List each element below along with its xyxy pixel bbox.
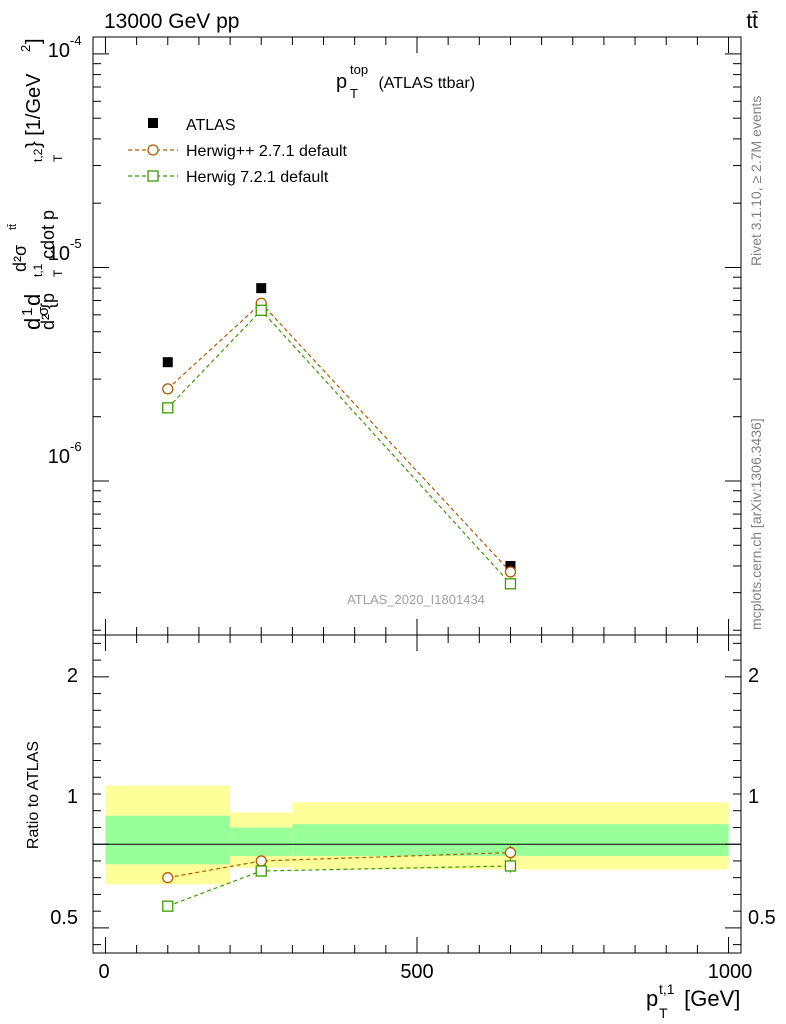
atlas-data-point <box>162 357 173 368</box>
y-tick-label-1e-5: 10 <box>48 243 70 265</box>
atlas-data-point <box>256 283 267 294</box>
herwigpp-ratio-point <box>504 846 517 859</box>
ratio-y-tick-1-right: 1 <box>748 786 759 808</box>
uncertainty-bands <box>93 785 741 885</box>
ylabel-den-sub1: T <box>51 269 65 277</box>
title-rest: (ATLAS ttbar) <box>374 75 475 92</box>
legend-label-herwig7: Herwig 7.2.1 default <box>186 169 329 186</box>
herwig7-point <box>162 402 174 414</box>
main-y-tick-labels: 10 -4 10 -5 10 -6 <box>48 33 82 468</box>
ylabel-den-mid: cdot p <box>38 210 58 264</box>
x-tick-labels: 0 500 1000 <box>98 961 752 983</box>
y-tick-label-1e-6: 10 <box>48 446 70 468</box>
ylabel-sigma: σ <box>35 306 52 316</box>
herwigpp-ratio-point <box>255 855 267 867</box>
analysis-watermark: ATLAS_2020_I1801434 <box>347 592 485 607</box>
ratio-y-tick-2-right: 2 <box>748 665 759 687</box>
header-process-label: 13000 GeV pp <box>104 10 239 33</box>
herwig7-point <box>255 304 267 316</box>
legend-label-herwigpp: Herwig++ 2.7.1 default <box>186 143 348 160</box>
title-p: p <box>336 71 347 93</box>
legend-marker-herwigpp <box>147 144 159 156</box>
legend-marker-atlas <box>148 118 158 128</box>
title-sup: top <box>350 62 368 77</box>
ylabel-num: d²σ <box>10 245 30 272</box>
legend: ATLAS Herwig++ 2.7.1 default Herwig 7.2.… <box>128 117 348 186</box>
ylabel-unit-sup: 2 <box>18 45 33 52</box>
data-series <box>162 283 517 912</box>
herwig7-point <box>504 578 517 590</box>
header-final-state-label: tt̄ <box>746 10 758 33</box>
ylabel-one: 1 <box>19 308 36 316</box>
ratio-y-tick-2-left: 2 <box>67 665 78 687</box>
ylabel-unit: } [1/GeV <box>23 73 45 148</box>
ylabel-den: d² {p <box>38 293 58 330</box>
ratio-y-tick-1-left: 1 <box>67 786 78 808</box>
title-sub: T <box>350 86 358 101</box>
main-y-axis-label: d 1 σ d d²σ tt̄ d² {p t,1 T cdot p t,2 T… <box>7 38 65 330</box>
ratio-y-tick-0.5-left: 0.5 <box>50 907 78 929</box>
x-axis-label: p t,1 T [GeV] <box>646 981 740 1021</box>
x-tick-label-500: 500 <box>400 961 433 983</box>
ylabel-d2: d <box>20 294 45 306</box>
ratio-y-tick-labels: 2 1 0.5 2 1 0.5 <box>50 665 776 929</box>
main-series-line-2 <box>167 309 511 585</box>
y-tick-exp-1e-6: -6 <box>70 439 82 454</box>
x-axis-label-sup: t,1 <box>659 981 675 997</box>
ylabel-num-sup: tt̄ <box>7 224 19 230</box>
band-inner-0 <box>105 815 231 865</box>
herwig7-ratio-point <box>162 900 174 912</box>
x-axis-label-unit: [GeV] <box>678 986 740 1011</box>
y-tick-label-1e-4: 10 <box>48 40 70 62</box>
ylabel-d1: d <box>20 318 45 330</box>
ylabel-den-sup2: t,2 <box>31 148 45 162</box>
mcplots-label: mcplots.cern.ch [arXiv:1306.3436] <box>748 418 764 630</box>
x-tick-label-0: 0 <box>98 961 109 983</box>
ratio-y-tick-0.5-right: 0.5 <box>748 907 776 929</box>
ylabel-den-sub2: T <box>51 154 65 162</box>
axis-ticks <box>93 37 741 953</box>
herwigpp-point <box>504 566 517 578</box>
ratio-y-axis-label: Ratio to ATLAS <box>25 741 42 849</box>
herwigpp-ratio-point <box>162 872 174 884</box>
ylabel-den-sup1: t,1 <box>31 263 45 277</box>
plot-title: p top T (ATLAS ttbar) <box>336 62 475 101</box>
x-tick-label-1000: 1000 <box>708 961 753 983</box>
band-inner-1 <box>230 827 293 856</box>
rivet-version-label: Rivet 3.1.10, ≥ 2.7M events <box>748 96 764 266</box>
herwigpp-point <box>162 383 174 395</box>
x-axis-label-p: p <box>646 986 658 1011</box>
herwig7-ratio-point <box>255 865 267 877</box>
herwig7-ratio-point <box>504 860 517 872</box>
atlas-data-point <box>505 560 516 571</box>
ylabel-unit-close: ] <box>23 38 45 44</box>
x-axis-label-sub: T <box>659 1005 668 1021</box>
legend-label-atlas: ATLAS <box>186 117 236 134</box>
main-series-line-1 <box>167 302 511 573</box>
y-tick-exp-1e-5: -5 <box>70 236 82 251</box>
legend-marker-herwig7 <box>147 170 159 182</box>
y-tick-exp-1e-4: -4 <box>70 33 82 48</box>
